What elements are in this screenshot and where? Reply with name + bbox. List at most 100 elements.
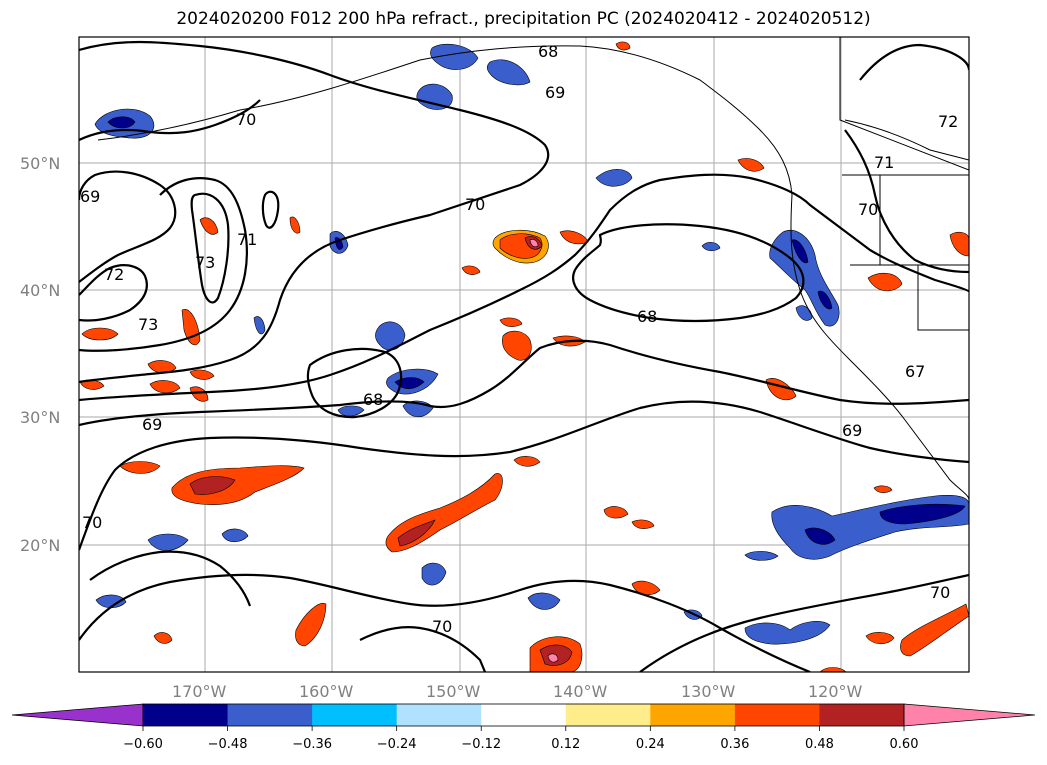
- colorbar-tick-label: −0.12: [461, 737, 501, 752]
- colorbar-tick-label: −0.36: [292, 737, 332, 752]
- contour-label: 69: [80, 187, 100, 206]
- contour-label: 70: [432, 617, 452, 636]
- lat-label: 40°N: [20, 281, 60, 300]
- colorbar-bin: [650, 704, 736, 726]
- precip-blob: [253, 316, 266, 335]
- lat-label: 50°N: [20, 154, 60, 173]
- contour-label: 69: [142, 415, 162, 434]
- precip-blob: [95, 594, 127, 609]
- colorbar-bin: [819, 704, 905, 726]
- precip-blob: [397, 519, 436, 547]
- precip-blob: [189, 369, 215, 380]
- colorbar-outline: [142, 703, 905, 727]
- precip-blob: [744, 551, 779, 561]
- precip-blob: [189, 476, 236, 495]
- colorbar-over-arrow: [903, 703, 1036, 727]
- contour-label: 70: [858, 200, 878, 219]
- precip-blob: [529, 239, 539, 248]
- precip-blob: [171, 465, 305, 505]
- lon-label: 130°W: [681, 682, 736, 701]
- colorbar-bin: [396, 704, 482, 726]
- colorbar-tick-label: −0.48: [208, 737, 248, 752]
- contour-label: 70: [930, 583, 950, 602]
- colorbar-tick-label: −0.24: [377, 737, 417, 752]
- precip-blob: [147, 360, 177, 374]
- colorbar-tick-label: 0.36: [720, 737, 749, 752]
- precip-blob: [486, 59, 531, 86]
- contour-label: 69: [545, 83, 565, 102]
- colorbar-bin: [312, 704, 398, 726]
- precip-blob: [499, 317, 523, 327]
- precip-blob: [421, 562, 447, 586]
- contour-label: 72: [104, 265, 124, 284]
- precip-blob: [804, 527, 836, 545]
- precip-blob: [375, 321, 406, 351]
- precip-blob: [865, 632, 895, 645]
- lat-label: 30°N: [20, 408, 60, 427]
- precip-blob: [949, 231, 969, 257]
- precip-blob: [119, 461, 161, 474]
- precip-blob: [107, 116, 136, 129]
- contour-label: 69: [842, 421, 862, 440]
- precip-blob: [416, 83, 453, 110]
- colorbar-tick-label: −0.60: [123, 737, 163, 752]
- refractivity-contours: [79, 40, 969, 672]
- precip-blob: [631, 519, 655, 529]
- contour-label: 71: [237, 230, 257, 249]
- contour-label: 70: [465, 195, 485, 214]
- precip-blob: [744, 621, 831, 645]
- colorbar-bin: [734, 704, 820, 726]
- contour-labels: 68 69 70 70 71 72 72 73 73 71 70 69 69 6…: [80, 42, 958, 636]
- colorbar-bin: [227, 704, 313, 726]
- precip-blob: [513, 456, 541, 467]
- precip-blob: [81, 327, 119, 341]
- precip-blob: [791, 239, 809, 264]
- precip-blob: [701, 242, 721, 252]
- contour-label: 73: [195, 253, 215, 272]
- precip-blob: [879, 503, 966, 525]
- precip-blob: [394, 377, 425, 390]
- colorbar: −0.60 −0.48 −0.36 −0.24 −0.12 0.12 0.24 0.36 0.4…: [11, 703, 1036, 752]
- contour-label: 68: [637, 307, 657, 326]
- contour-label: 71: [874, 153, 894, 172]
- colorbar-tick-label: 0.12: [551, 737, 580, 752]
- precip-blob: [147, 533, 189, 551]
- contour-label: 73: [138, 315, 158, 334]
- precip-blob: [295, 602, 327, 647]
- precip-blob: [149, 380, 181, 394]
- precip-blob: [873, 485, 893, 494]
- colorbar-tick-label: 0.48: [805, 737, 834, 752]
- lon-label: 160°W: [299, 682, 354, 701]
- contour-label: 67: [905, 362, 925, 381]
- longitude-labels: 170°W 160°W 150°W 140°W 130°W 120°W: [172, 682, 863, 701]
- coastlines: [97, 37, 969, 501]
- contour-label: 68: [538, 42, 558, 61]
- precip-blob: [547, 653, 559, 663]
- precip-blob: [737, 158, 765, 172]
- precip-blob: [603, 506, 629, 519]
- contour-label: 68: [363, 390, 383, 409]
- precip-blob: [189, 386, 209, 402]
- colorbar-bin: [481, 704, 567, 726]
- precip-blob: [337, 405, 365, 417]
- colorbar-bin: [143, 704, 229, 726]
- precip-blob: [817, 290, 833, 310]
- precip-blob: [615, 41, 631, 51]
- contour-label: 70: [236, 110, 256, 129]
- colorbar-under-arrow: [11, 703, 144, 727]
- map-frame: [78, 36, 970, 673]
- colorbar-tick-label: 0.60: [890, 737, 919, 752]
- latitude-labels: 50°N 40°N 30°N 20°N: [20, 154, 60, 555]
- precip-blob: [289, 216, 301, 234]
- lon-label: 150°W: [426, 682, 481, 701]
- precip-blob: [199, 217, 219, 235]
- precip-blob: [502, 330, 532, 361]
- precip-blob: [461, 265, 481, 275]
- colorbar-tick-label: 0.24: [636, 737, 665, 752]
- lon-label: 120°W: [808, 682, 863, 701]
- contour-label: 72: [938, 112, 958, 131]
- precip-blob: [153, 632, 173, 644]
- precip-blob: [900, 603, 969, 657]
- lon-label: 140°W: [553, 682, 608, 701]
